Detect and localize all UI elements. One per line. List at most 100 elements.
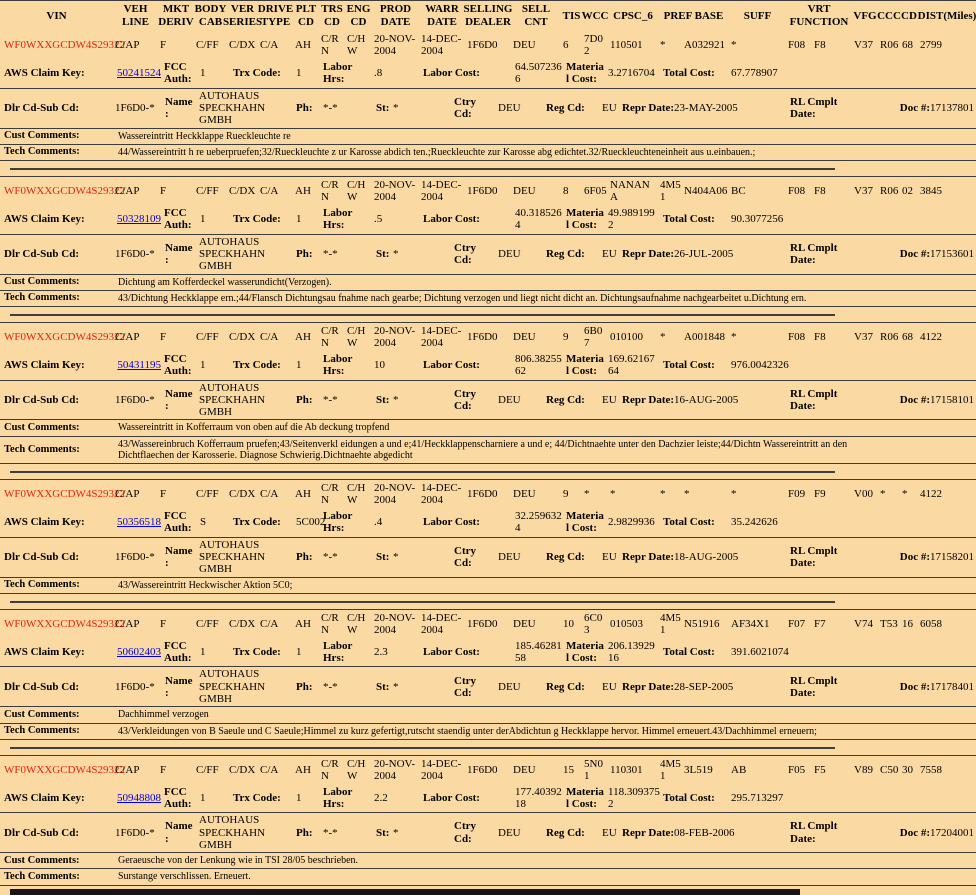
material-cost-value: 169.6216764 (608, 352, 655, 377)
body-cab-value: C/FF (196, 488, 219, 501)
reg-cd-value: EU (602, 247, 617, 260)
trx-code-label: Trx Code: (233, 645, 281, 658)
dealer-info-row: Dlr Cd-Sub Cd: 1F6D0-* Name: AUTOHAUS SP… (0, 538, 976, 578)
labor-cost-label: Labor Cost: (423, 645, 480, 658)
phone-value: *-* (323, 550, 338, 563)
material-cost-label: Material Cost: (566, 352, 604, 377)
repr-date-label: Repr Date: (622, 101, 675, 114)
tech-comments-row: Tech Comments: 43/Verkleidungen von B Sa… (0, 724, 976, 740)
fcc-auth-value: 1 (200, 66, 206, 79)
claim-summary-row: AWS Claim Key: 50948808 FCC Auth: 1 Trx … (0, 783, 976, 814)
repr-date-label: Repr Date: (622, 826, 675, 839)
claim-summary-row: AWS Claim Key: 50431195 FCC Auth: 1 Trx … (0, 351, 976, 381)
vin-value: WF0WXXGCDW4S29322 (4, 488, 125, 501)
aws-claim-key-link[interactable]: 50602403 (117, 645, 161, 658)
aws-claim-key-link[interactable]: 50948808 (117, 791, 161, 804)
sell-cnt-value: DEU (513, 763, 536, 776)
trs-cd-value: C/RN (321, 757, 339, 782)
aws-claim-key-label: AWS Claim Key: (4, 515, 85, 528)
col-header-trs-cd: TRS CD (321, 3, 343, 28)
material-cost-value: 118.3093752 (608, 785, 660, 810)
aws-claim-key-link[interactable]: 50356518 (117, 515, 161, 528)
tech-comments-label: Tech Comments: (4, 725, 80, 737)
rl-cmplt-date-label: RL Cmplt Date: (790, 95, 838, 121)
eng-cd-value: C/HW (347, 324, 366, 350)
base-value: 3L519 (684, 763, 713, 776)
dlr-cd-sub-cd-value: 1F6D0-* (115, 247, 155, 260)
col-header-vrt-function: VRT FUNCTION (789, 3, 849, 28)
repr-date-cell: Repr Date:16-AUG-2005 (620, 393, 788, 407)
dealer-name-value: AUTOHAUS SPECKHAHN GMBH (199, 668, 266, 705)
vfg-value: V89 (854, 763, 873, 776)
tis-value: 6 (563, 39, 569, 52)
rl-cmplt-date-label: RL Cmplt Date: (790, 820, 838, 845)
plt-cd-value: AH (295, 763, 311, 776)
dealer-name-value: AUTOHAUS SPECKHAHN GMBH (199, 814, 266, 851)
doc-number-value: 17178401 (930, 680, 974, 693)
mkt-deriv-value: F (160, 185, 167, 198)
sell-cnt-value: DEU (513, 617, 536, 630)
aws-claim-key-link[interactable]: 50431195 (117, 358, 161, 371)
repr-date-value: 08-FEB-2006 (674, 826, 735, 839)
dist-miles-value: 7558 (920, 763, 942, 776)
wcc-value: 5N01 (584, 757, 603, 782)
col-header-veh-line: VEH LINE (122, 3, 149, 28)
drive-type-value: C/A (260, 488, 279, 501)
repr-date-value: 26-JUL-2005 (674, 247, 734, 260)
labor-cost-label: Labor Cost: (423, 358, 480, 371)
fcc-auth-value: 1 (200, 212, 206, 225)
aws-claim-key-link[interactable]: 50241524 (117, 66, 161, 79)
trx-code-label: Trx Code: (233, 358, 281, 371)
mkt-deriv-value: F (160, 488, 167, 501)
cust-comments-text: Wassereintritt in Kofferraum von oben au… (118, 422, 390, 434)
ver-series-value: C/DX (229, 39, 256, 52)
tech-comments-row: Tech Comments: 44/Wassereintritt h re ue… (0, 145, 976, 161)
labor-cost-label: Labor Cost: (423, 791, 480, 804)
col-header-plt-cd: PLT CD (295, 3, 317, 28)
state-label: St: (376, 393, 390, 406)
dealer-name-label: Name: (165, 387, 193, 412)
tech-comments-text: Surstange verschlissen. Erneuert. (118, 871, 251, 883)
suff-value: * (731, 39, 737, 52)
tech-comments-row: Tech Comments: 43/Dichtung Heckklappe er… (0, 291, 976, 307)
vehicle-data-row: WF0WXXGCDW4S29322 C/AP F C/FF C/DX C/A A… (0, 608, 976, 638)
aws-claim-key-link[interactable]: 50328109 (117, 212, 161, 225)
pref-value: 4M51 (660, 757, 681, 782)
fcc-auth-label: FCC Auth: (164, 60, 192, 86)
ctry-cd-value: DEU (498, 680, 521, 693)
record-separator (10, 313, 835, 316)
cd-value: 68 (902, 39, 913, 52)
cust-comments-row: Cust Comments: Dachhimmel verzogen (0, 707, 976, 724)
vin-value: WF0WXXGCDW4S29322 (4, 763, 125, 776)
ctry-cd-label: Ctry Cd: (454, 241, 476, 267)
suff-value: AF34X1 (731, 617, 770, 630)
ver-series-value: C/DX (229, 331, 256, 344)
wcc-value: 6F05 (584, 185, 607, 198)
reg-cd-label: Reg Cd: (546, 680, 585, 693)
cust-comments-row: Cust Comments: Dichtung am Kofferdeckel … (0, 275, 976, 291)
total-cost-label: Total Cost: (663, 791, 715, 804)
sell-cnt-value: DEU (513, 185, 536, 198)
cust-comments-label: Cust Comments: (4, 130, 80, 142)
reg-cd-label: Reg Cd: (546, 550, 585, 563)
mkt-deriv-value: F (160, 331, 167, 344)
wcc-value: 6C03 (584, 611, 603, 637)
sell-cnt-value: DEU (513, 488, 536, 501)
ccc-value: * (880, 488, 886, 501)
vehicle-data-row: WF0WXXGCDW4S29322 C/AP F C/FF C/DX C/A A… (0, 321, 976, 351)
dealer-name-value: AUTOHAUS SPECKHAHN GMBH (199, 235, 266, 273)
plt-cd-value: AH (295, 39, 311, 52)
col-header-ver-series: VER SERIES (222, 3, 263, 28)
base-value: N404A06 (684, 185, 728, 198)
repr-date-cell: Repr Date:28-SEP-2005 (620, 680, 788, 694)
trs-cd-value: C/RN (321, 178, 339, 204)
repr-date-cell: Repr Date:26-JUL-2005 (620, 247, 788, 261)
mkt-deriv-value: F (160, 39, 167, 52)
col-header-dist-miles: DIST(Miles) (917, 9, 976, 22)
dist-miles-value: 2799 (920, 39, 942, 52)
dealer-info-row: Dlr Cd-Sub Cd: 1F6D0-* Name: AUTOHAUS SP… (0, 381, 976, 421)
labor-hrs-label: Labor Hrs: (323, 785, 353, 810)
labor-cost-label: Labor Cost: (423, 515, 480, 528)
ctry-cd-value: DEU (498, 101, 521, 114)
cust-comments-label: Cust Comments: (4, 709, 80, 721)
